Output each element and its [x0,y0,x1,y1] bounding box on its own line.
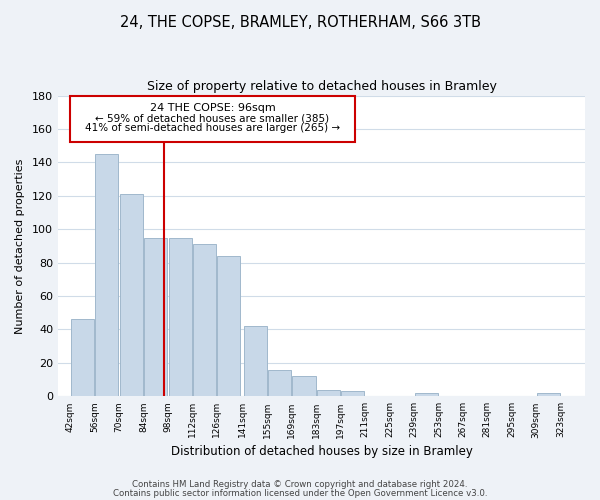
Bar [71,320,94,396]
Bar [169,238,191,396]
Bar [144,238,167,396]
Text: 24 THE COPSE: 96sqm: 24 THE COPSE: 96sqm [149,103,275,113]
Text: 24, THE COPSE, BRAMLEY, ROTHERHAM, S66 3TB: 24, THE COPSE, BRAMLEY, ROTHERHAM, S66 3… [119,15,481,30]
Bar [244,326,266,396]
Text: Contains public sector information licensed under the Open Government Licence v3: Contains public sector information licen… [113,488,487,498]
Bar [268,370,291,396]
Bar [292,376,316,396]
Bar [317,390,340,396]
Text: Contains HM Land Registry data © Crown copyright and database right 2024.: Contains HM Land Registry data © Crown c… [132,480,468,489]
FancyBboxPatch shape [70,96,355,142]
Bar [95,154,118,396]
Bar [415,393,437,396]
Bar [120,194,143,396]
Y-axis label: Number of detached properties: Number of detached properties [15,158,25,334]
Bar [341,392,364,396]
X-axis label: Distribution of detached houses by size in Bramley: Distribution of detached houses by size … [170,444,472,458]
Title: Size of property relative to detached houses in Bramley: Size of property relative to detached ho… [146,80,496,93]
Text: 41% of semi-detached houses are larger (265) →: 41% of semi-detached houses are larger (… [85,123,340,133]
Text: ← 59% of detached houses are smaller (385): ← 59% of detached houses are smaller (38… [95,113,329,123]
Bar [537,393,560,396]
Bar [193,244,216,396]
Bar [217,256,241,396]
